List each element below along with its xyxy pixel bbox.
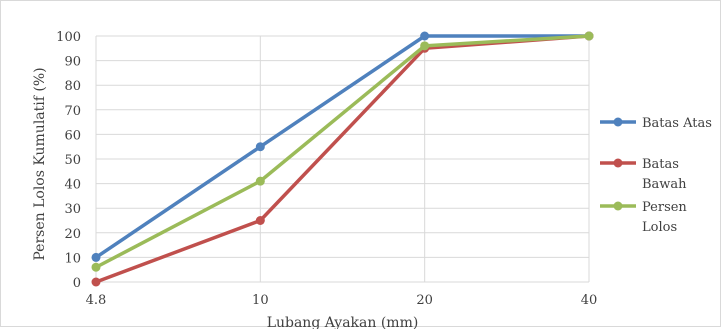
x-axis-title: Lubang Ayakan (mm) [267, 315, 419, 329]
y-tick-label: 90 [64, 55, 81, 70]
data-point [255, 176, 265, 186]
y-tick-label: 40 [64, 178, 81, 193]
y-tick-label: 50 [64, 153, 81, 168]
x-tick-label: 40 [581, 293, 598, 308]
data-point [91, 252, 101, 262]
data-point [91, 277, 101, 287]
data-point [255, 216, 265, 225]
data-point [91, 262, 101, 272]
legend-label: Batas [642, 157, 679, 172]
series-line [94, 34, 591, 269]
y-tick-label: 0 [73, 276, 81, 291]
legend-label: Bawah [642, 177, 687, 192]
data-point [584, 31, 594, 41]
y-tick-label: 100 [56, 30, 81, 45]
legend-label: Persen [642, 200, 687, 215]
data-point [420, 31, 430, 41]
y-tick-label: 70 [64, 104, 81, 119]
legend-label: Batas Atas [642, 116, 712, 131]
y-tick-label: 30 [64, 202, 81, 217]
series-line [94, 34, 591, 260]
x-tick-label: 4.8 [86, 293, 107, 308]
data-point [420, 41, 430, 51]
y-tick-label: 80 [64, 79, 81, 94]
x-tick-label: 10 [252, 293, 269, 308]
legend-swatch-marker [613, 117, 623, 127]
data-point [255, 142, 265, 152]
y-tick-label: 60 [64, 128, 81, 143]
legend-swatch-marker [613, 158, 623, 168]
y-tick-label: 20 [64, 227, 81, 242]
y-tick-label: 10 [64, 251, 81, 266]
legend-label: Lolos [642, 220, 677, 235]
x-tick-label: 20 [416, 293, 433, 308]
y-axis-title: Persen Lolos Kumulatif (%) [32, 67, 48, 260]
legend-swatch-marker [613, 201, 623, 211]
